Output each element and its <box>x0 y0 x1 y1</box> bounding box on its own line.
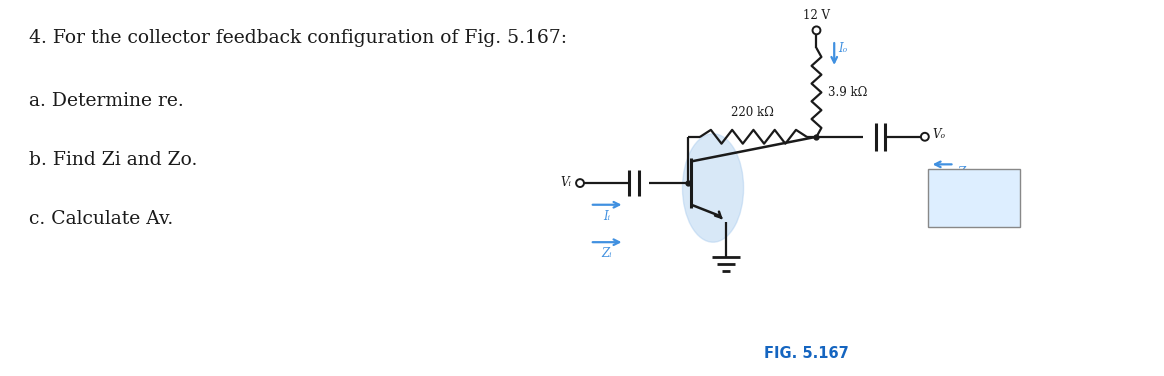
Text: Zₒ: Zₒ <box>957 166 970 179</box>
Text: 4. For the collector feedback configuration of Fig. 5.167:: 4. For the collector feedback configurat… <box>29 29 567 47</box>
Text: a. Determine re.: a. Determine re. <box>29 92 184 110</box>
Text: Vₒ: Vₒ <box>932 128 945 141</box>
Text: FIG. 5.167: FIG. 5.167 <box>765 346 849 361</box>
Text: 3.9 kΩ: 3.9 kΩ <box>829 86 867 99</box>
Text: 220 kΩ: 220 kΩ <box>731 106 774 119</box>
Text: Vᵢ: Vᵢ <box>560 176 572 189</box>
Text: b. Find Zi and Zo.: b. Find Zi and Zo. <box>29 151 198 169</box>
FancyBboxPatch shape <box>928 169 1021 227</box>
Text: Iᵢ: Iᵢ <box>603 210 610 223</box>
Text: Iₒ: Iₒ <box>838 42 847 55</box>
Text: r₀ = 40 kΩ: r₀ = 40 kΩ <box>941 204 1008 217</box>
Text: c. Calculate Av.: c. Calculate Av. <box>29 210 173 228</box>
Text: 12 V: 12 V <box>803 9 830 23</box>
Text: Zᵢ: Zᵢ <box>602 247 612 260</box>
Text: β = 120: β = 120 <box>950 182 999 195</box>
Ellipse shape <box>682 134 744 242</box>
